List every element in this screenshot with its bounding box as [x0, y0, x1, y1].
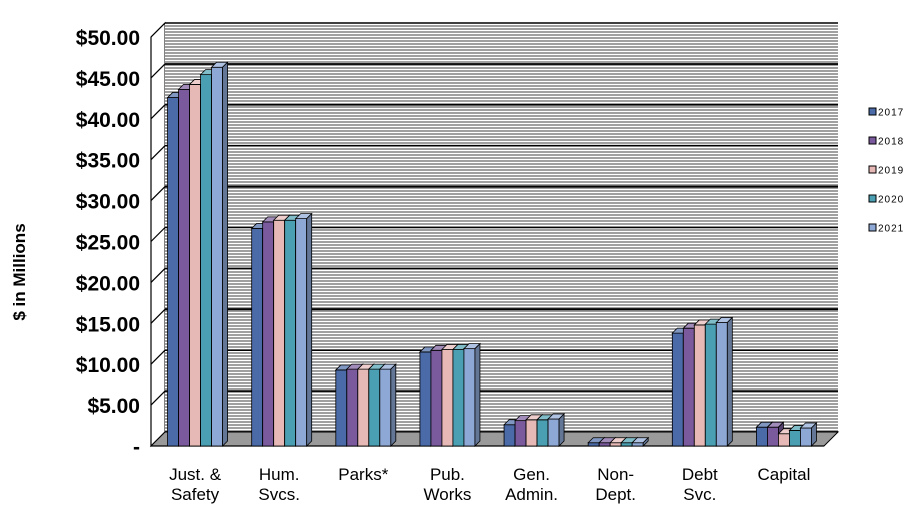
legend-label: 2021: [878, 224, 904, 235]
x-tick-label: Parks*: [338, 465, 388, 484]
legend-swatch: [868, 223, 877, 232]
bar: [294, 212, 313, 447]
y-tick-label: $50.00: [76, 27, 140, 50]
x-tick-labels: Just. & Safety Hum. Svcs. Parks* Pub. Works Gen…: [169, 465, 810, 504]
legend-item: 2021: [868, 223, 904, 235]
bar-group: [250, 212, 313, 447]
legend-swatch: [868, 136, 877, 145]
legend-swatch: [868, 107, 877, 116]
x-tick-label: Capital: [757, 465, 810, 484]
bar-group: [755, 421, 818, 447]
y-tick-label: $35.00: [76, 150, 140, 173]
gridline: [150, 22, 838, 38]
x-tick-label: Pub. Works: [424, 465, 472, 504]
gridline: [150, 63, 838, 79]
gridline: [150, 104, 838, 120]
legend-swatch: [868, 165, 877, 174]
x-tick-label: Just. & Safety: [169, 465, 222, 504]
legend-item: 2018: [868, 136, 904, 148]
bar: [378, 363, 397, 447]
y-tick-label: $5.00: [87, 395, 140, 418]
legend-item: 2019: [868, 165, 904, 177]
x-tick-label: Hum. Svcs.: [258, 465, 300, 504]
bar-group: [418, 342, 481, 447]
bar: [799, 422, 818, 447]
x-tick-label: Gen. Admin.: [505, 465, 558, 504]
bar-group: [503, 413, 566, 447]
y-tick-label: $10.00: [76, 354, 140, 377]
bar-group: [587, 436, 650, 447]
bars: [166, 61, 818, 447]
bar: [210, 61, 229, 447]
bar: [462, 342, 481, 447]
bar: [715, 316, 734, 447]
gridline: [150, 144, 838, 161]
y-tick-label: $30.00: [76, 191, 140, 214]
bar: [547, 413, 566, 447]
y-tick-label: -: [133, 436, 140, 459]
legend-swatch: [868, 194, 877, 203]
legend: 2017 2018 2019 2020 2021: [868, 107, 904, 235]
y-tick-label: $45.00: [76, 68, 140, 91]
legend-item: 2020: [868, 194, 904, 206]
y-tick-label: $15.00: [76, 313, 140, 336]
y-tick-label: $25.00: [76, 232, 140, 255]
legend-label: 2019: [878, 166, 904, 177]
y-axis-label: $ in Millions: [10, 223, 29, 320]
y-tick-label: $40.00: [76, 109, 140, 132]
bar: [631, 436, 650, 447]
bar-group: [334, 363, 397, 447]
gridline: [150, 185, 838, 202]
x-tick-label: Debt Svc.: [682, 465, 718, 504]
legend-label: 2017: [878, 108, 904, 119]
legend-item: 2017: [868, 107, 904, 119]
y-tick-labels: - $5.00 $10.00 $15.00 $20.00 $25.00 $30.00 $35.…: [76, 27, 140, 459]
x-tick-label: Non-Dept.: [595, 465, 636, 504]
bar-group: [671, 316, 734, 447]
y-tick-label: $20.00: [76, 272, 140, 295]
legend-label: 2018: [878, 137, 904, 148]
legend-label: 2020: [878, 195, 904, 206]
bar-group: [166, 61, 229, 447]
